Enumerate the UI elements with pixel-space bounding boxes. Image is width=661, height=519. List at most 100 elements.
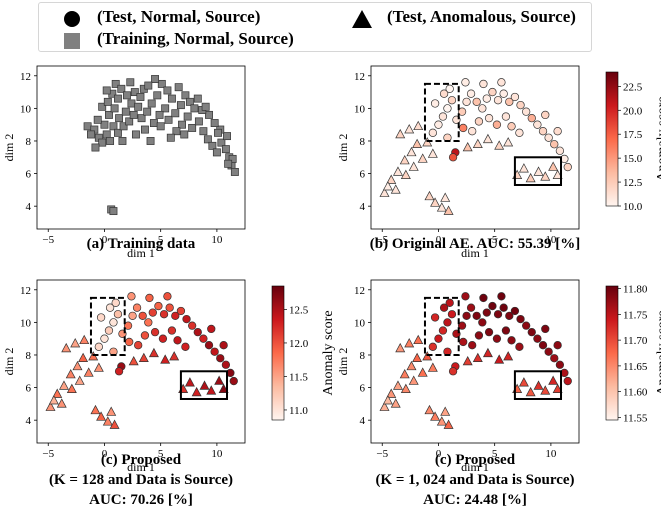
test-normal-point bbox=[430, 99, 440, 108]
test-normal-point bbox=[158, 334, 168, 343]
test-normal-point bbox=[507, 122, 516, 131]
test-normal-point bbox=[123, 321, 133, 330]
test-normal-point bbox=[182, 314, 191, 324]
test-normal-point bbox=[462, 97, 471, 107]
test-anomalous-point bbox=[400, 169, 411, 179]
test-normal-point bbox=[434, 120, 443, 129]
test-anomalous-point bbox=[390, 184, 401, 194]
training-point bbox=[230, 168, 239, 176]
test-normal-point bbox=[488, 87, 497, 97]
training-point bbox=[125, 117, 134, 126]
x-tick-label: 10 bbox=[211, 234, 223, 246]
colorbar-tick-label: 17.5 bbox=[623, 129, 643, 141]
test-anomalous-point bbox=[417, 367, 428, 377]
training-point bbox=[143, 107, 152, 116]
scatter-panel-c: −5 0 5 10 4 6 8 10 12 dim 1 dim 2 11.0 11.5 12.0 12.5 A… bbox=[2, 279, 336, 508]
training-point bbox=[134, 102, 143, 111]
colorbar-tick-label: 10.0 bbox=[623, 201, 643, 213]
training-point bbox=[214, 128, 222, 137]
test-normal-point bbox=[171, 311, 180, 321]
test-anomalous-point bbox=[494, 354, 505, 364]
x-tick-label: 5 bbox=[492, 448, 498, 460]
test-normal-point bbox=[510, 92, 520, 102]
test-anomalous-point bbox=[462, 141, 473, 152]
training-point bbox=[223, 132, 231, 141]
test-anomalous-point bbox=[184, 377, 195, 387]
training-point bbox=[149, 119, 158, 127]
training-point bbox=[193, 94, 202, 103]
panel-caption: (a) Training data bbox=[87, 236, 196, 252]
test-normal-point bbox=[468, 127, 477, 136]
test-anomalous-point bbox=[65, 368, 76, 379]
test-normal-point bbox=[550, 354, 559, 363]
colorbar-tick-label: 22.5 bbox=[623, 81, 643, 93]
test-normal-point bbox=[134, 341, 143, 350]
test-normal-point bbox=[459, 123, 468, 133]
test-normal-point bbox=[527, 328, 536, 337]
test-anomalous-point bbox=[400, 383, 411, 393]
y-tick-label: 8 bbox=[360, 136, 366, 148]
test-normal-point bbox=[499, 303, 508, 312]
panel-caption: (K = 1, 024 and Data is Source) bbox=[375, 472, 574, 488]
test-anomalous-point bbox=[436, 416, 447, 426]
test-normal-point bbox=[538, 341, 548, 350]
solid-highlight-box bbox=[179, 370, 229, 400]
test-anomalous-point bbox=[382, 181, 393, 191]
x-axis-label: dim 1 bbox=[461, 460, 489, 474]
y-tick-label: 6 bbox=[26, 383, 32, 395]
test-normal-point bbox=[550, 140, 559, 149]
colorbar-label: Anomaly score bbox=[655, 96, 661, 181]
test-normal-point bbox=[466, 89, 476, 98]
training-point bbox=[121, 107, 130, 116]
test-normal-point bbox=[497, 78, 506, 87]
test-normal-point bbox=[438, 112, 448, 121]
test-anomalous-point bbox=[56, 398, 67, 408]
test-normal-point bbox=[216, 354, 225, 363]
training-point bbox=[126, 78, 135, 87]
training-point bbox=[155, 110, 164, 119]
plot-frame bbox=[370, 65, 580, 230]
test-anomalous-point bbox=[379, 187, 390, 197]
training-point bbox=[167, 94, 176, 103]
test-anomalous-point bbox=[472, 352, 483, 362]
test-normal-point bbox=[447, 96, 457, 105]
test-normal-point bbox=[428, 128, 437, 137]
test-anomalous-point bbox=[79, 334, 90, 345]
test-normal-point bbox=[109, 318, 118, 327]
training-point bbox=[136, 93, 145, 101]
test-normal-point bbox=[439, 89, 449, 98]
test-normal-point bbox=[229, 376, 238, 386]
training-point bbox=[100, 120, 109, 129]
test-normal-point bbox=[138, 311, 147, 321]
test-normal-point bbox=[445, 298, 454, 307]
y-tick-label: 6 bbox=[26, 169, 32, 181]
test-anomalous-point bbox=[382, 395, 393, 405]
test-anomalous-point bbox=[386, 388, 397, 398]
test-anomalous-point bbox=[138, 352, 149, 362]
test-normal-point bbox=[443, 318, 452, 327]
y-tick-label: 12 bbox=[20, 285, 31, 297]
test-normal-point bbox=[541, 110, 550, 120]
dashed-highlight-box bbox=[89, 296, 126, 356]
training-point bbox=[109, 122, 118, 131]
y-tick-label: 6 bbox=[360, 383, 366, 395]
test-normal-point bbox=[479, 293, 488, 303]
x-tick-label: 10 bbox=[545, 448, 557, 460]
training-point bbox=[111, 79, 120, 88]
training-point bbox=[115, 114, 124, 123]
y-axis-label: dim 2 bbox=[2, 134, 16, 162]
test-normal-point bbox=[114, 367, 124, 376]
test-anomalous-point bbox=[533, 380, 544, 390]
test-anomalous-point bbox=[408, 375, 419, 385]
test-anomalous-point bbox=[218, 383, 229, 393]
colorbar-tick-label: 11.65 bbox=[623, 361, 648, 373]
test-normal-point bbox=[501, 326, 511, 335]
panel-caption: (c) Proposed bbox=[435, 452, 516, 468]
test-anomalous-point bbox=[443, 205, 454, 215]
panel-caption: (K = 128 and Data is Source) bbox=[49, 472, 233, 488]
training-point bbox=[203, 135, 212, 144]
colorbar-tick-label: 12.0 bbox=[289, 338, 309, 350]
training-point bbox=[212, 148, 221, 157]
colorbar-tick-label: 11.60 bbox=[623, 387, 648, 399]
test-normal-point bbox=[484, 114, 494, 123]
